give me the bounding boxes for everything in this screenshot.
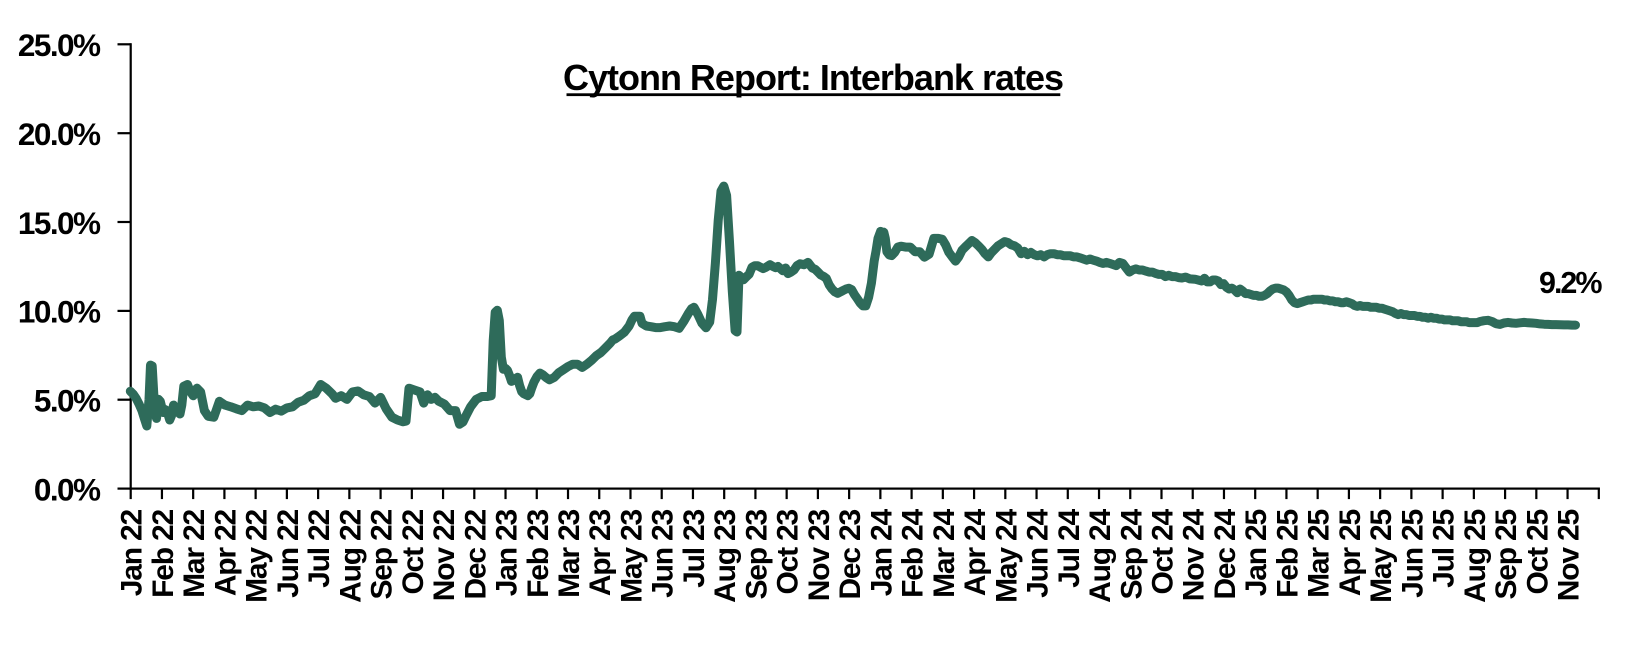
svg-text:Sep 25: Sep 25 (1490, 509, 1523, 599)
svg-text:9.2%: 9.2% (1539, 266, 1602, 300)
svg-text:Sep 22: Sep 22 (366, 509, 399, 599)
svg-text:Mar 23: Mar 23 (553, 509, 586, 597)
svg-text:Nov 25: Nov 25 (1553, 509, 1586, 601)
svg-text:5.0%: 5.0% (34, 383, 101, 419)
svg-text:Feb 22: Feb 22 (147, 509, 180, 597)
svg-text:Jul 22: Jul 22 (303, 509, 336, 587)
svg-text:May 22: May 22 (241, 509, 274, 602)
svg-text:Feb 24: Feb 24 (897, 508, 930, 597)
svg-text:Jan 22: Jan 22 (116, 509, 149, 596)
svg-text:Jul 23: Jul 23 (678, 509, 711, 587)
svg-text:Aug 25: Aug 25 (1459, 509, 1492, 602)
svg-text:Oct 23: Oct 23 (772, 509, 805, 594)
svg-text:Jan 23: Jan 23 (491, 509, 524, 596)
svg-text:Apr 23: Apr 23 (584, 509, 617, 596)
svg-text:20.0%: 20.0% (18, 116, 101, 152)
svg-text:Mar 22: Mar 22 (178, 509, 211, 597)
svg-text:Cytonn Report: Interbank rates: Cytonn Report: Interbank rates (563, 57, 1063, 98)
svg-text:Jun 22: Jun 22 (272, 509, 305, 597)
svg-text:Sep 23: Sep 23 (740, 509, 773, 599)
svg-text:Nov 23: Nov 23 (803, 509, 836, 601)
svg-text:Dec 22: Dec 22 (459, 509, 492, 599)
svg-text:May 24: May 24 (990, 508, 1023, 602)
svg-text:Aug 24: Aug 24 (1084, 508, 1117, 602)
svg-text:Oct 24: Oct 24 (1146, 508, 1179, 594)
svg-text:Apr 25: Apr 25 (1334, 509, 1367, 596)
svg-text:Mar 25: Mar 25 (1303, 509, 1336, 597)
svg-text:Jun 24: Jun 24 (1022, 508, 1055, 597)
svg-text:Jan 24: Jan 24 (865, 508, 898, 596)
svg-text:Oct 22: Oct 22 (397, 509, 430, 594)
svg-text:Feb 23: Feb 23 (522, 509, 555, 597)
svg-text:Jul 24: Jul 24 (1053, 508, 1086, 587)
svg-text:Nov 22: Nov 22 (428, 509, 461, 601)
svg-text:Dec 23: Dec 23 (834, 509, 867, 599)
svg-text:Jun 23: Jun 23 (647, 509, 680, 597)
svg-text:Mar 24: Mar 24 (928, 508, 961, 597)
svg-text:May 23: May 23 (615, 509, 648, 602)
svg-text:0.0%: 0.0% (34, 471, 101, 507)
svg-text:15.0%: 15.0% (18, 205, 101, 241)
svg-text:Jan 25: Jan 25 (1240, 509, 1273, 596)
svg-text:Aug 23: Aug 23 (709, 509, 742, 602)
svg-text:10.0%: 10.0% (18, 294, 101, 330)
svg-text:Sep 24: Sep 24 (1115, 508, 1148, 599)
svg-text:May 25: May 25 (1365, 509, 1398, 602)
svg-text:Dec 24: Dec 24 (1209, 508, 1242, 599)
svg-text:Aug 22: Aug 22 (334, 509, 367, 602)
svg-text:25.0%: 25.0% (18, 27, 101, 63)
svg-text:Nov 24: Nov 24 (1178, 508, 1211, 601)
svg-text:Oct 25: Oct 25 (1521, 509, 1554, 594)
svg-text:Apr 24: Apr 24 (959, 508, 992, 596)
svg-text:Apr 22: Apr 22 (209, 509, 242, 596)
svg-text:Feb 25: Feb 25 (1271, 509, 1304, 597)
svg-text:Jun 25: Jun 25 (1396, 509, 1429, 597)
svg-text:Jul 25: Jul 25 (1428, 509, 1461, 587)
